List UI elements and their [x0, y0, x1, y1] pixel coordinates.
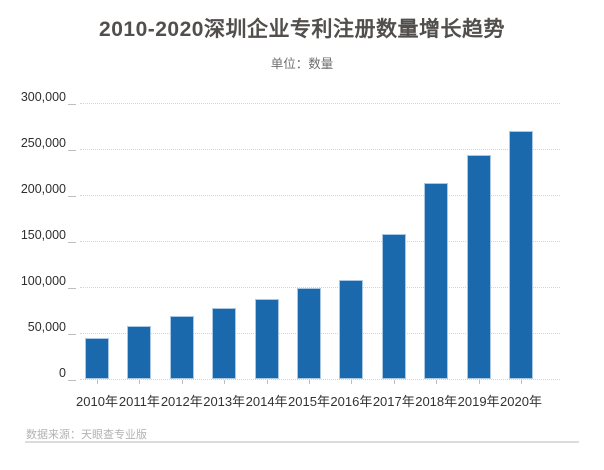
- y-axis-label-200,000: 200,000: [20, 182, 66, 196]
- bar-2019年: [466, 154, 491, 379]
- bar-2016年: [339, 279, 364, 379]
- y-axis-tick-300,000: [68, 104, 76, 105]
- bar-2018年: [424, 183, 449, 379]
- y-axis-label-150,000: 150,000: [20, 228, 66, 242]
- chart-title: 2010-2020深圳企业专利注册数量增长趋势: [99, 18, 505, 41]
- gridline-250,000: [80, 149, 560, 150]
- x-axis-label-2010年: 2010年: [76, 394, 118, 409]
- gridline-300,000: [80, 103, 560, 104]
- y-axis-label-100,000: 100,000: [20, 274, 66, 288]
- x-axis-tick-2014年: [266, 380, 268, 384]
- x-axis-label-2019年: 2019年: [457, 394, 500, 409]
- chart-unit-subtitle: 单位：数量: [270, 57, 334, 71]
- bar-2020年: [509, 130, 533, 379]
- bar-2015年: [297, 287, 321, 379]
- bar-2012年: [169, 316, 194, 379]
- bar-2017年: [381, 233, 406, 379]
- gridline-150,000: [80, 241, 560, 242]
- x-axis-tick-2019年: [478, 380, 480, 384]
- x-axis-label-2012年: 2012年: [160, 394, 203, 409]
- x-axis-label-2014年: 2014年: [245, 394, 288, 409]
- y-axis-tick-100,000: [68, 288, 76, 289]
- data-source-label: 数据来源：天眼查专业版: [26, 429, 147, 441]
- gridline-0: [80, 379, 560, 380]
- y-axis-tick-150,000: [68, 242, 76, 243]
- bar-2014年: [254, 298, 279, 379]
- y-axis-tick-0: [68, 380, 76, 381]
- y-axis-label-50,000: 50,000: [27, 320, 66, 334]
- y-axis-label-300,000: 300,000: [20, 90, 66, 104]
- x-axis-tick-2020年: [521, 380, 522, 384]
- x-axis-tick-2015年: [309, 380, 310, 384]
- bar-2011年: [127, 325, 152, 379]
- y-axis-tick-250,000: [68, 150, 76, 151]
- x-axis-label-2020年: 2020年: [500, 394, 542, 409]
- x-axis-tick-2018年: [436, 380, 438, 384]
- y-axis-label-250,000: 250,000: [20, 136, 66, 150]
- x-axis-label-2011年: 2011年: [118, 394, 160, 409]
- y-axis-label-0: 0: [59, 366, 66, 380]
- x-axis-tick-2012年: [181, 380, 183, 384]
- x-axis-label-2016年: 2016年: [330, 394, 373, 409]
- gridline-200,000: [80, 195, 560, 196]
- x-axis-tick-2011年: [139, 380, 141, 384]
- bar-2010年: [85, 337, 109, 379]
- x-axis-tick-2016年: [351, 380, 353, 384]
- x-axis-label-2017年: 2017年: [372, 394, 415, 409]
- x-axis-label-2013年: 2013年: [203, 394, 246, 409]
- bar-2013年: [212, 308, 237, 379]
- x-axis-label-2018年: 2018年: [415, 394, 458, 409]
- x-axis-tick-2010年: [97, 380, 98, 384]
- x-axis-tick-2013年: [224, 380, 226, 384]
- y-axis-tick-50,000: [68, 334, 76, 335]
- y-axis-tick-200,000: [68, 196, 76, 197]
- x-axis-tick-2017年: [393, 380, 395, 384]
- footer-divider: [25, 441, 579, 443]
- gridline-100,000: [80, 287, 560, 288]
- x-axis-label-2015年: 2015年: [288, 394, 330, 409]
